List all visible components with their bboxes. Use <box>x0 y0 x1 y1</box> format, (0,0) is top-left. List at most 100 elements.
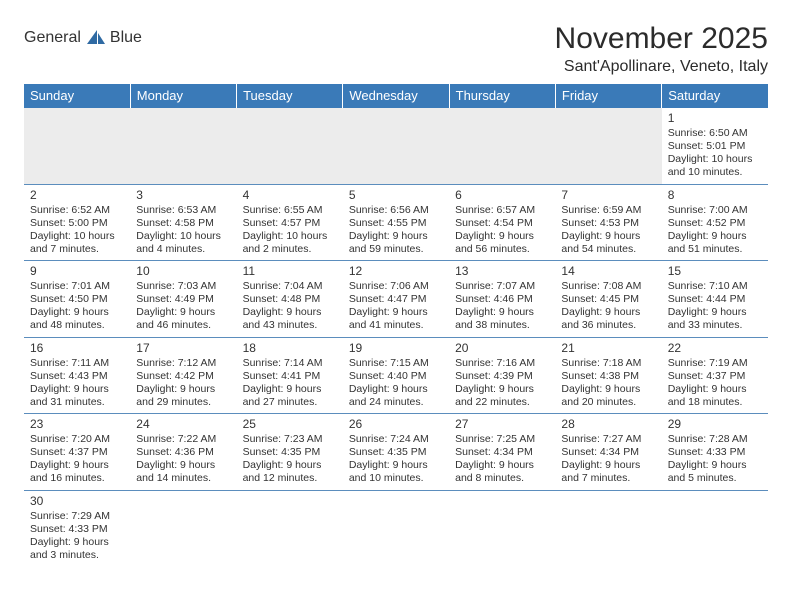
daylight-line: Daylight: 9 hours and 12 minutes. <box>243 459 322 484</box>
calendar-cell <box>237 490 343 566</box>
daylight-line: Daylight: 10 hours and 7 minutes. <box>30 230 115 255</box>
sunrise-line: Sunrise: 7:18 AM <box>561 357 641 369</box>
calendar-cell <box>130 108 236 184</box>
sunrise-line: Sunrise: 6:53 AM <box>136 204 216 216</box>
calendar-cell: 1Sunrise: 6:50 AMSunset: 5:01 PMDaylight… <box>662 108 768 184</box>
daylight-line: Daylight: 9 hours and 51 minutes. <box>668 230 747 255</box>
sunrise-line: Sunrise: 7:06 AM <box>349 280 429 292</box>
title-block: November 2025 Sant'Apollinare, Veneto, I… <box>555 22 768 76</box>
calendar-cell: 13Sunrise: 7:07 AMSunset: 4:46 PMDayligh… <box>449 261 555 338</box>
calendar-cell: 4Sunrise: 6:55 AMSunset: 4:57 PMDaylight… <box>237 184 343 261</box>
calendar-week-row: 1Sunrise: 6:50 AMSunset: 5:01 PMDaylight… <box>24 108 768 184</box>
weekday-sunday: Sunday <box>24 84 130 108</box>
day-number: 27 <box>455 417 551 432</box>
calendar-cell: 16Sunrise: 7:11 AMSunset: 4:43 PMDayligh… <box>24 337 130 414</box>
weekday-header-row: Sunday Monday Tuesday Wednesday Thursday… <box>24 84 768 108</box>
calendar-cell: 24Sunrise: 7:22 AMSunset: 4:36 PMDayligh… <box>130 414 236 491</box>
weekday-wednesday: Wednesday <box>343 84 449 108</box>
daylight-line: Daylight: 9 hours and 27 minutes. <box>243 383 322 408</box>
calendar-week-row: 2Sunrise: 6:52 AMSunset: 5:00 PMDaylight… <box>24 184 768 261</box>
daylight-line: Daylight: 10 hours and 10 minutes. <box>668 153 753 178</box>
sunset-line: Sunset: 5:00 PM <box>30 217 108 229</box>
calendar-cell: 25Sunrise: 7:23 AMSunset: 4:35 PMDayligh… <box>237 414 343 491</box>
calendar-cell: 10Sunrise: 7:03 AMSunset: 4:49 PMDayligh… <box>130 261 236 338</box>
sunrise-line: Sunrise: 7:27 AM <box>561 433 641 445</box>
sunset-line: Sunset: 4:36 PM <box>136 446 214 458</box>
day-number: 17 <box>136 341 232 356</box>
daylight-line: Daylight: 9 hours and 59 minutes. <box>349 230 428 255</box>
calendar-cell <box>449 108 555 184</box>
day-number: 28 <box>561 417 657 432</box>
sunset-line: Sunset: 4:37 PM <box>668 370 746 382</box>
day-number: 10 <box>136 264 232 279</box>
calendar-body: 1Sunrise: 6:50 AMSunset: 5:01 PMDaylight… <box>24 108 768 566</box>
sunrise-line: Sunrise: 7:08 AM <box>561 280 641 292</box>
sail-icon <box>85 28 107 46</box>
daylight-line: Daylight: 9 hours and 56 minutes. <box>455 230 534 255</box>
sunset-line: Sunset: 4:41 PM <box>243 370 321 382</box>
day-number: 20 <box>455 341 551 356</box>
header: General Blue November 2025 Sant'Apollina… <box>24 22 768 76</box>
sunset-line: Sunset: 4:44 PM <box>668 293 746 305</box>
logo: General Blue <box>24 28 142 48</box>
daylight-line: Daylight: 9 hours and 18 minutes. <box>668 383 747 408</box>
day-number: 13 <box>455 264 551 279</box>
daylight-line: Daylight: 9 hours and 16 minutes. <box>30 459 109 484</box>
calendar-cell: 18Sunrise: 7:14 AMSunset: 4:41 PMDayligh… <box>237 337 343 414</box>
sunset-line: Sunset: 4:47 PM <box>349 293 427 305</box>
sunrise-line: Sunrise: 7:15 AM <box>349 357 429 369</box>
day-number: 2 <box>30 188 126 203</box>
day-number: 30 <box>30 494 126 509</box>
sunrise-line: Sunrise: 7:23 AM <box>243 433 323 445</box>
calendar-week-row: 23Sunrise: 7:20 AMSunset: 4:37 PMDayligh… <box>24 414 768 491</box>
sunset-line: Sunset: 4:46 PM <box>455 293 533 305</box>
daylight-line: Daylight: 9 hours and 14 minutes. <box>136 459 215 484</box>
daylight-line: Daylight: 9 hours and 36 minutes. <box>561 306 640 331</box>
calendar-week-row: 9Sunrise: 7:01 AMSunset: 4:50 PMDaylight… <box>24 261 768 338</box>
sunset-line: Sunset: 4:34 PM <box>455 446 533 458</box>
daylight-line: Daylight: 9 hours and 48 minutes. <box>30 306 109 331</box>
daylight-line: Daylight: 9 hours and 22 minutes. <box>455 383 534 408</box>
sunrise-line: Sunrise: 6:55 AM <box>243 204 323 216</box>
sunset-line: Sunset: 4:58 PM <box>136 217 214 229</box>
calendar-cell: 23Sunrise: 7:20 AMSunset: 4:37 PMDayligh… <box>24 414 130 491</box>
sunrise-line: Sunrise: 7:25 AM <box>455 433 535 445</box>
calendar-cell <box>343 108 449 184</box>
sunset-line: Sunset: 4:35 PM <box>243 446 321 458</box>
weekday-monday: Monday <box>130 84 236 108</box>
calendar-cell <box>343 490 449 566</box>
day-number: 11 <box>243 264 339 279</box>
calendar-cell: 21Sunrise: 7:18 AMSunset: 4:38 PMDayligh… <box>555 337 661 414</box>
calendar-cell: 20Sunrise: 7:16 AMSunset: 4:39 PMDayligh… <box>449 337 555 414</box>
sunrise-line: Sunrise: 7:28 AM <box>668 433 748 445</box>
daylight-line: Daylight: 9 hours and 24 minutes. <box>349 383 428 408</box>
day-number: 18 <box>243 341 339 356</box>
weekday-tuesday: Tuesday <box>237 84 343 108</box>
sunset-line: Sunset: 4:50 PM <box>30 293 108 305</box>
calendar-cell: 15Sunrise: 7:10 AMSunset: 4:44 PMDayligh… <box>662 261 768 338</box>
sunset-line: Sunset: 4:55 PM <box>349 217 427 229</box>
calendar-cell <box>555 108 661 184</box>
sunset-line: Sunset: 4:40 PM <box>349 370 427 382</box>
day-number: 14 <box>561 264 657 279</box>
daylight-line: Daylight: 9 hours and 31 minutes. <box>30 383 109 408</box>
day-number: 3 <box>136 188 232 203</box>
sunrise-line: Sunrise: 7:24 AM <box>349 433 429 445</box>
sunset-line: Sunset: 4:37 PM <box>30 446 108 458</box>
sunrise-line: Sunrise: 6:59 AM <box>561 204 641 216</box>
calendar-cell: 26Sunrise: 7:24 AMSunset: 4:35 PMDayligh… <box>343 414 449 491</box>
daylight-line: Daylight: 9 hours and 41 minutes. <box>349 306 428 331</box>
weekday-saturday: Saturday <box>662 84 768 108</box>
day-number: 29 <box>668 417 764 432</box>
calendar-cell <box>555 490 661 566</box>
calendar-week-row: 16Sunrise: 7:11 AMSunset: 4:43 PMDayligh… <box>24 337 768 414</box>
calendar-cell: 12Sunrise: 7:06 AMSunset: 4:47 PMDayligh… <box>343 261 449 338</box>
calendar-table: Sunday Monday Tuesday Wednesday Thursday… <box>24 84 768 566</box>
daylight-line: Daylight: 10 hours and 4 minutes. <box>136 230 221 255</box>
calendar-cell: 2Sunrise: 6:52 AMSunset: 5:00 PMDaylight… <box>24 184 130 261</box>
day-number: 25 <box>243 417 339 432</box>
weekday-friday: Friday <box>555 84 661 108</box>
sunrise-line: Sunrise: 7:04 AM <box>243 280 323 292</box>
location: Sant'Apollinare, Veneto, Italy <box>555 58 768 76</box>
calendar-cell: 6Sunrise: 6:57 AMSunset: 4:54 PMDaylight… <box>449 184 555 261</box>
